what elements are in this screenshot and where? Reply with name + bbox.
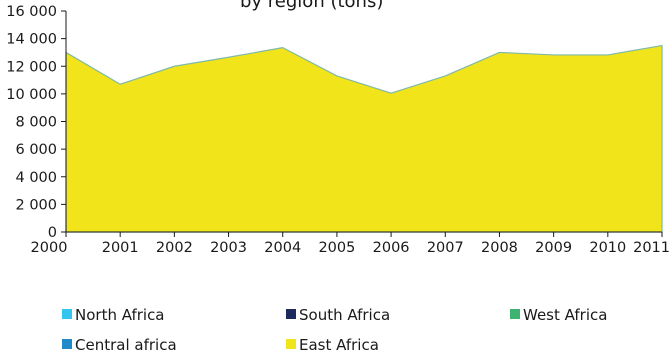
legend-swatch <box>286 339 296 349</box>
y-tick-label: 12 000 <box>6 59 57 75</box>
chart-title: by region (tons) <box>240 0 384 12</box>
y-tick-label: 0 <box>48 225 57 241</box>
legend-item-north-africa: North Africa <box>62 306 165 324</box>
legend-swatch <box>510 309 520 319</box>
legend-item-east-africa: East Africa <box>286 336 379 354</box>
x-tick-label: 2002 <box>156 240 193 256</box>
x-tick-label: 2011 <box>633 240 670 256</box>
x-tick-label: 2009 <box>535 240 572 256</box>
legend-swatch <box>286 309 296 319</box>
area-chart: 0 2 000 4 000 6 000 8 000 10 000 12 000 14 000 1… <box>6 4 670 256</box>
legend-label: North Africa <box>75 306 165 324</box>
y-tick-label: 14 000 <box>6 32 57 48</box>
axis-layer: 0 2 000 4 000 6 000 8 000 10 000 12 000 14 000 1… <box>6 4 670 256</box>
legend-swatch <box>62 309 72 319</box>
y-tick-label: 16 000 <box>6 4 57 20</box>
x-tick-label: 2000 <box>31 240 68 256</box>
y-tick-label: 10 000 <box>6 87 57 103</box>
x-tick-label: 2005 <box>318 240 355 256</box>
legend-swatch <box>62 339 72 349</box>
legend-label: Central africa <box>75 336 177 354</box>
x-tick-label: 2008 <box>481 240 518 256</box>
area-layer <box>65 44 663 233</box>
legend-item-central-africa: Central africa <box>62 336 177 354</box>
y-tick-label: 4 000 <box>15 170 57 186</box>
legend-item-west-africa: West Africa <box>510 306 607 324</box>
x-tick-label: 2001 <box>102 240 139 256</box>
legend-label: South Africa <box>299 306 391 324</box>
y-tick-label: 2 000 <box>15 197 57 213</box>
y-tick-label: 6 000 <box>15 142 57 158</box>
x-tick-label: 2003 <box>210 240 247 256</box>
x-tick-label: 2006 <box>373 240 410 256</box>
y-tick-label: 8 000 <box>15 115 57 131</box>
legend-label: West Africa <box>523 306 608 324</box>
x-tick-label: 2010 <box>589 240 626 256</box>
x-tick-label: 2007 <box>427 240 464 256</box>
legend-item-south-africa: South Africa <box>286 306 390 324</box>
legend-label: East Africa <box>299 336 379 354</box>
x-tick-label: 2004 <box>264 240 301 256</box>
area-series-east-africa <box>65 44 663 233</box>
